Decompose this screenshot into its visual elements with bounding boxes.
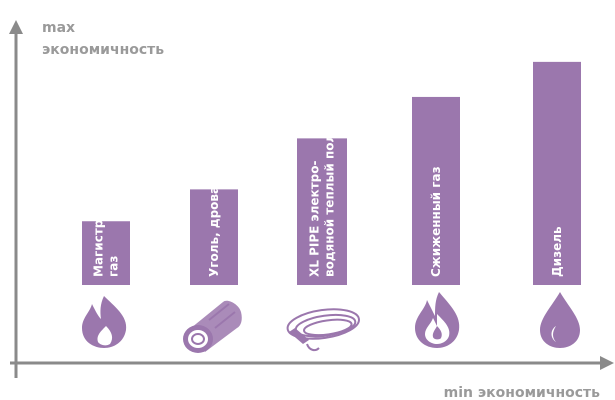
bar-label-0-1: газ: [107, 256, 121, 277]
log-icon: [183, 300, 242, 353]
icons-group: [82, 292, 580, 353]
bar-label-0-0: Магистр.: [92, 215, 106, 277]
y-axis-top-label-line1: max: [42, 20, 75, 36]
bar-4: [533, 61, 581, 285]
x-axis-label: min экономичность: [444, 385, 601, 400]
bar-1: [190, 189, 238, 285]
bar-label-2-1: водяной теплый пол: [323, 134, 337, 277]
bar-0: [82, 221, 130, 285]
drop-icon: [540, 292, 580, 348]
flame-icon: [82, 296, 127, 348]
bars-group: Магистр. газ Уголь, дрова XL PIPE электро-в…: [82, 61, 581, 285]
y-axis-top-label-line2: экономичность: [42, 42, 164, 58]
bar-label-3-0: Сжиженный газ: [429, 166, 443, 277]
bar-3: [412, 96, 460, 285]
bar-label-2-0: XL PIPE электро-: [308, 161, 322, 277]
bar-2: [297, 138, 347, 285]
bar-label-1-0: Уголь, дрова: [207, 186, 221, 277]
x-axis: [10, 356, 614, 370]
y-axis: [9, 20, 23, 378]
bar-label-4-0: Дизель: [550, 226, 564, 277]
flame-outline-icon: [415, 292, 460, 348]
pipe-coil-icon: [286, 308, 360, 352]
